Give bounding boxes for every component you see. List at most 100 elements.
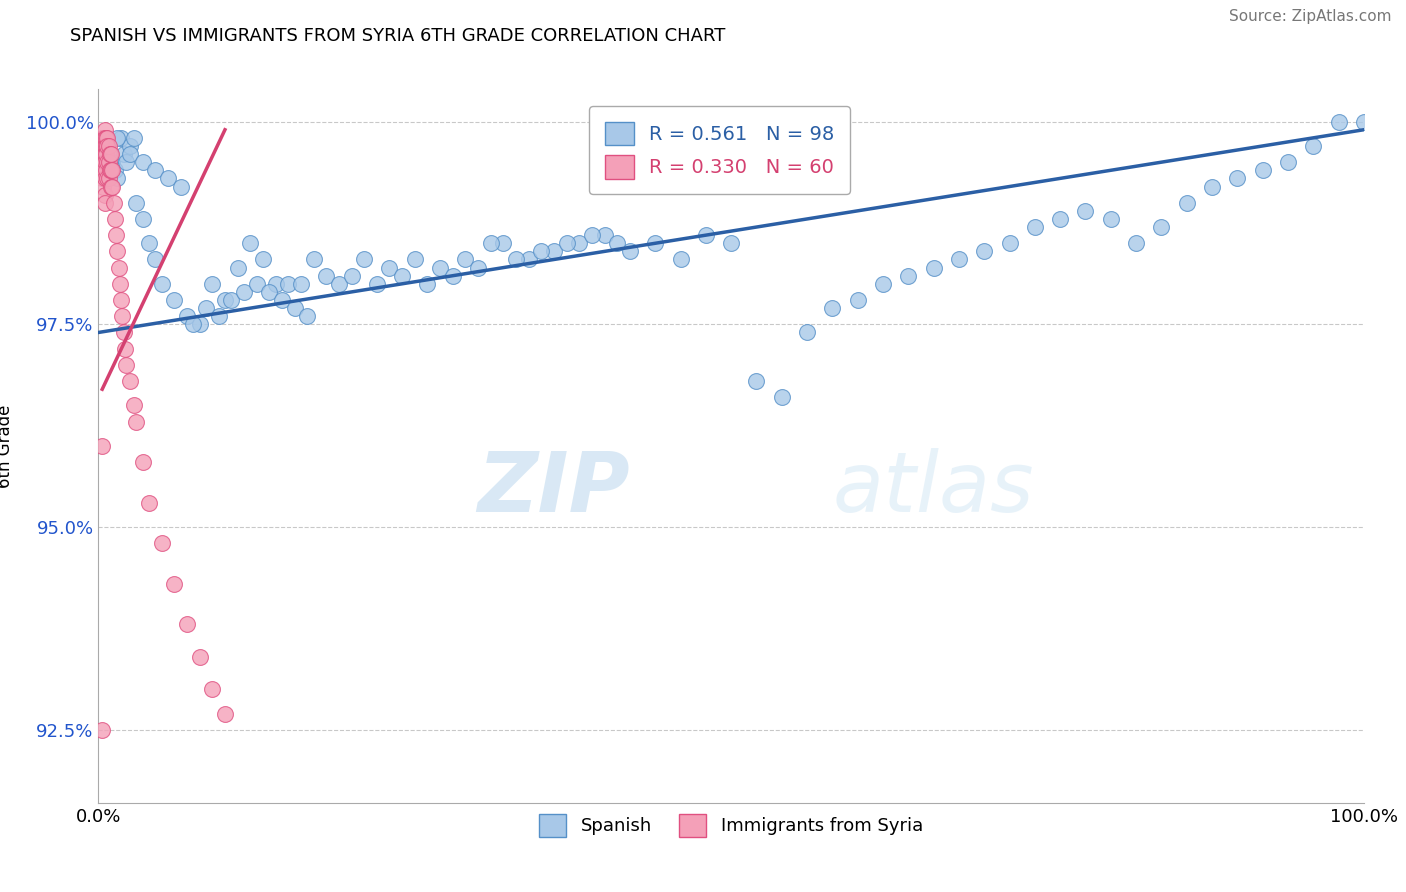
Point [91,439,114,453]
Point [568,236,591,251]
Point [91,139,114,153]
Point [246,277,269,291]
Point [290,277,312,291]
Point [1226,171,1249,186]
Legend: Spanish, Immigrants from Syria: Spanish, Immigrants from Syria [531,807,931,844]
Point [93,139,115,153]
Point [194,301,218,315]
Point [302,252,325,267]
Point [297,310,319,324]
Point [100,147,122,161]
Point [93,187,117,202]
Point [233,285,256,299]
Point [543,244,565,259]
Point [91,147,114,161]
Point [132,211,155,226]
Point [619,244,641,259]
Point [101,179,124,194]
Point [91,155,114,169]
Point [214,706,236,721]
Point [145,252,166,267]
Point [96,139,118,153]
Point [404,252,426,267]
Point [214,293,236,307]
Point [581,228,603,243]
Point [176,617,198,632]
Point [284,301,307,315]
Point [110,131,132,145]
Point [1024,220,1046,235]
Point [695,228,717,243]
Point [1201,179,1223,194]
Point [441,268,464,283]
Point [98,147,121,161]
Point [138,236,160,251]
Point [145,163,166,178]
Point [122,131,145,145]
Point [353,252,375,267]
Point [1277,155,1299,169]
Point [315,268,337,283]
Point [1353,114,1375,128]
Point [530,244,553,259]
Point [115,358,138,372]
Point [201,682,224,697]
Point [107,244,129,259]
Point [100,179,122,194]
Point [93,139,117,153]
Point [176,310,198,324]
Point [138,496,160,510]
Point [94,163,117,178]
Point [163,293,186,307]
Point [93,171,117,186]
Point [1302,139,1324,153]
Point [454,252,477,267]
Y-axis label: 6th Grade: 6th Grade [0,404,14,488]
Point [252,252,274,267]
Point [93,155,117,169]
Point [94,131,117,145]
Point [239,236,262,251]
Point [378,260,401,275]
Point [132,455,155,469]
Point [111,310,134,324]
Point [112,147,135,161]
Point [1175,195,1198,210]
Point [107,260,129,275]
Point [998,236,1021,251]
Point [922,260,945,275]
Point [872,277,894,291]
Point [479,236,502,251]
Point [125,415,148,429]
Point [93,163,115,178]
Point [391,268,413,283]
Point [219,293,243,307]
Point [188,649,211,664]
Text: Source: ZipAtlas.com: Source: ZipAtlas.com [1229,9,1392,24]
Point [101,155,124,169]
Point [93,179,115,194]
Point [340,268,363,283]
Point [555,236,578,251]
Point [593,228,616,243]
Point [517,252,540,267]
Point [188,318,211,332]
Point [264,277,287,291]
Text: SPANISH VS IMMIGRANTS FROM SYRIA 6TH GRADE CORRELATION CHART: SPANISH VS IMMIGRANTS FROM SYRIA 6TH GRA… [70,27,725,45]
Point [104,163,127,178]
Point [93,131,115,145]
Point [796,326,818,340]
Point [96,131,118,145]
Point [644,236,666,251]
Point [108,277,131,291]
Point [183,318,205,332]
Point [416,277,439,291]
Point [505,252,527,267]
Point [96,171,118,186]
Point [96,155,118,169]
Point [110,293,132,307]
Point [93,147,117,161]
Point [94,139,117,153]
Point [93,195,117,210]
Point [1327,114,1350,128]
